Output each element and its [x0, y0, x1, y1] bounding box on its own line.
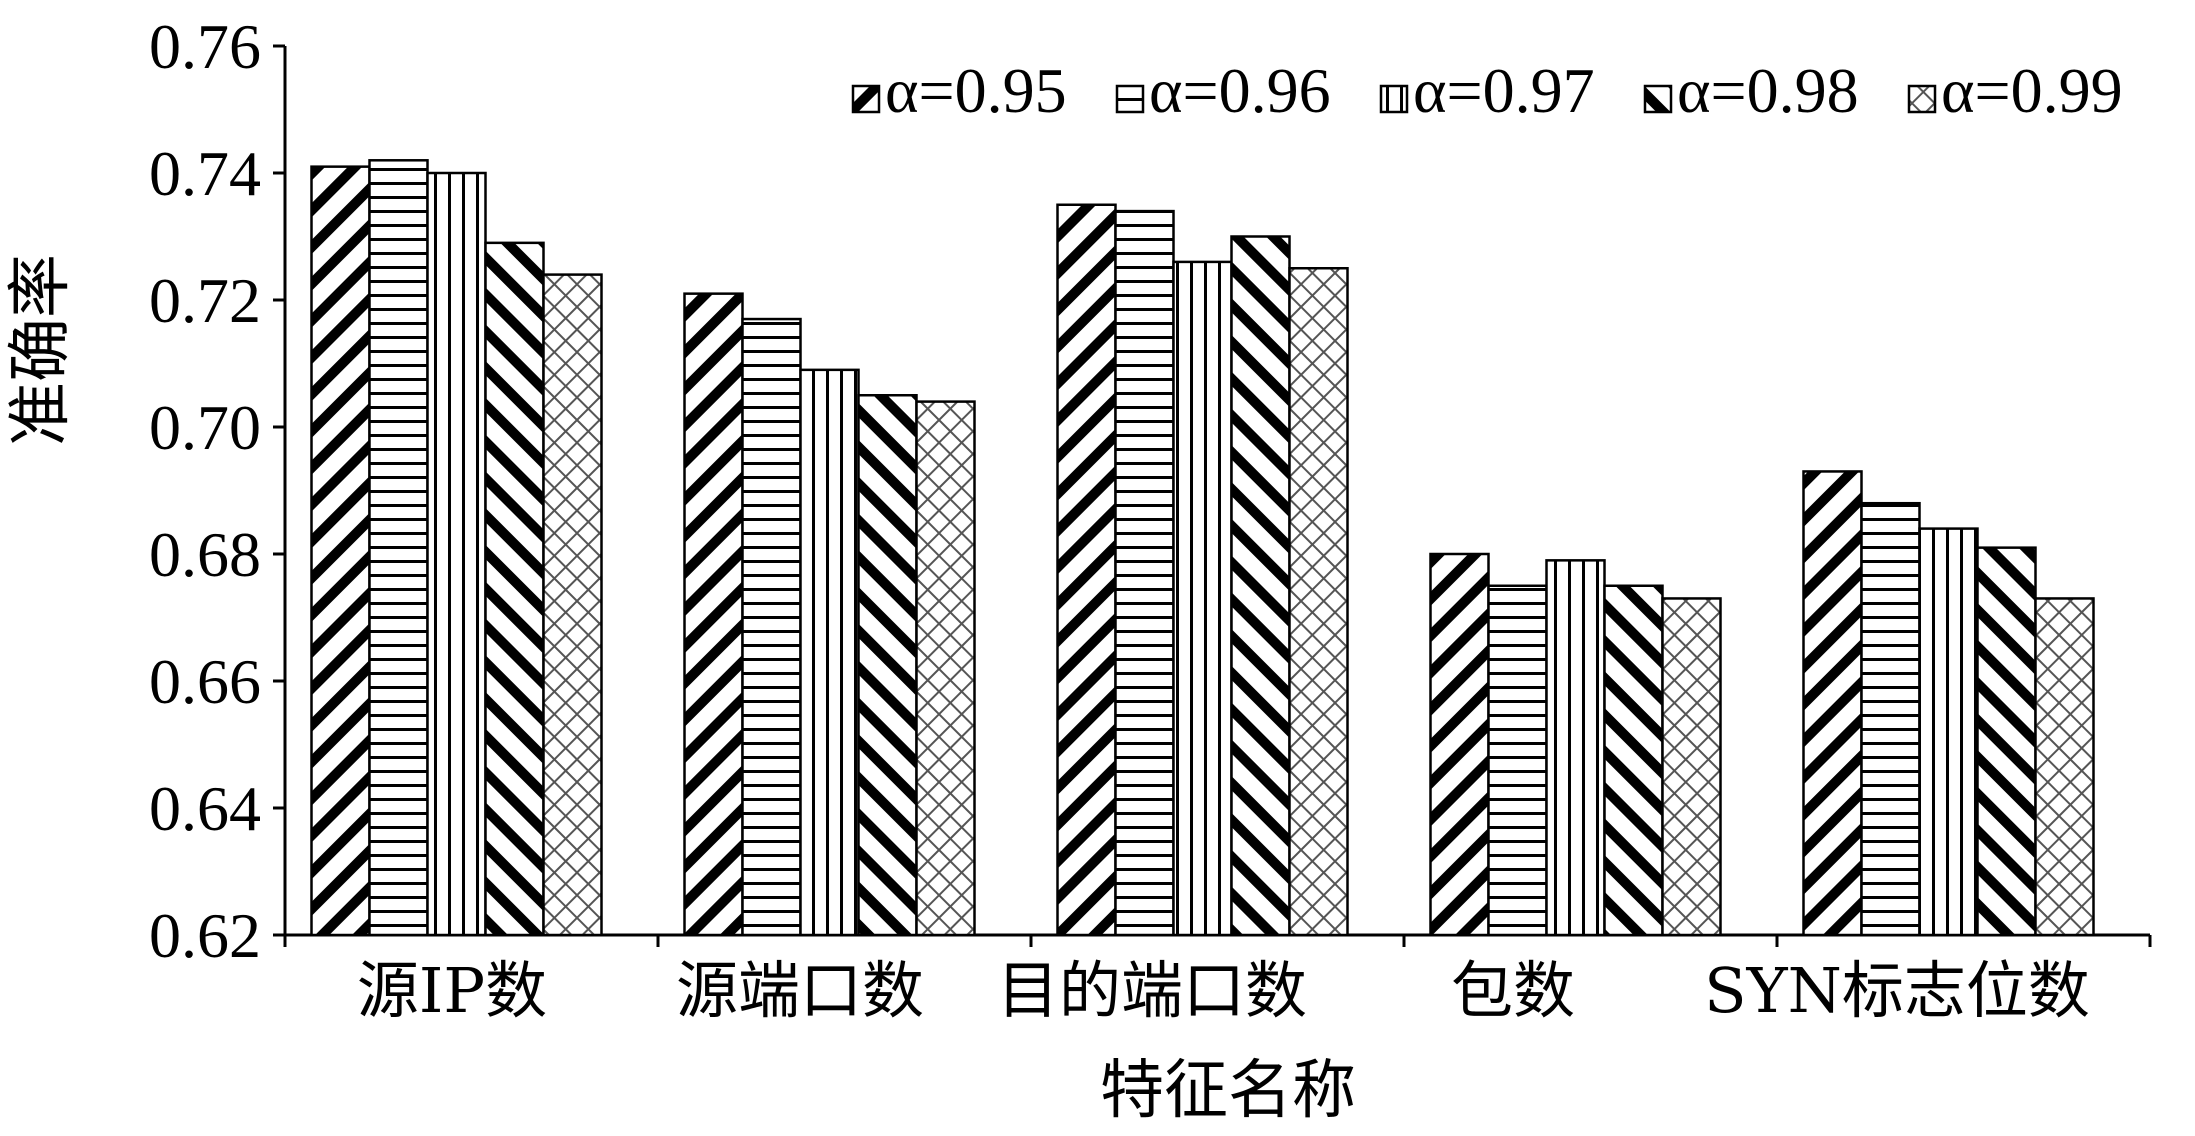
y-tick-label: 0.72: [149, 265, 261, 336]
x-axis: 源IP数 源端口数 目的端口数 包数 SYN标志位数: [283, 933, 2152, 1027]
y-tick-label: 0.64: [149, 773, 261, 844]
bar: [1230, 235, 1291, 937]
bar: [1056, 203, 1117, 937]
bar: [1114, 209, 1175, 937]
bar: [1603, 584, 1664, 937]
bar: [2034, 597, 2095, 937]
legend-label: α=0.96: [1149, 55, 1331, 126]
legend-label: α=0.97: [1413, 55, 1595, 126]
legend: α=0.95 α=0.96 α=0.97 α=0.98 α=0.99: [851, 55, 2123, 126]
legend-label: α=0.99: [1941, 55, 2123, 126]
bar: [1661, 597, 1722, 937]
legend-label: α=0.98: [1677, 55, 1859, 126]
bar: [1918, 527, 1979, 937]
bar: [799, 368, 860, 937]
y-tick-label: 0.62: [149, 900, 261, 971]
legend-swatch: [1643, 84, 1673, 114]
y-tick-label: 0.70: [149, 392, 261, 463]
x-category-label: 源IP数: [357, 954, 547, 1027]
bars: [310, 159, 2095, 937]
y-tick-label: 0.74: [149, 138, 261, 209]
x-category-label: 目的端口数: [997, 954, 1307, 1027]
legend-swatch: [1115, 84, 1145, 114]
bar: [1172, 260, 1233, 937]
bar: [1288, 267, 1349, 937]
bar: [1976, 546, 2037, 937]
bar: [683, 292, 744, 937]
bar: [857, 394, 918, 937]
bar: [484, 241, 545, 937]
bar: [1860, 501, 1921, 937]
legend-swatch: [851, 84, 881, 114]
x-category-label: SYN标志位数: [1704, 954, 2090, 1027]
bar: [1487, 584, 1548, 937]
y-tick-label: 0.76: [149, 11, 261, 82]
y-axis-title: 准确率: [4, 254, 78, 446]
bar: [310, 165, 371, 937]
bar: [1802, 470, 1863, 937]
y-tick-label: 0.66: [149, 646, 261, 717]
legend-label: α=0.95: [885, 55, 1067, 126]
bar: [741, 317, 802, 937]
bar: [426, 171, 487, 937]
y-axis: 0.62 0.64 0.66 0.68 0.70 0.72 0.74 0.76: [149, 11, 287, 971]
bar: [915, 400, 976, 937]
bar: [542, 273, 603, 937]
x-category-label: 包数: [1451, 954, 1575, 1027]
legend-swatch: [1907, 84, 1937, 114]
bar: [368, 159, 429, 937]
x-axis-title: 特征名称: [1100, 1054, 1356, 1128]
bar: [1429, 552, 1490, 937]
y-tick-label: 0.68: [149, 519, 261, 590]
bar: [1545, 559, 1606, 937]
x-category-label: 源端口数: [676, 954, 924, 1027]
legend-swatch: [1379, 84, 1409, 114]
